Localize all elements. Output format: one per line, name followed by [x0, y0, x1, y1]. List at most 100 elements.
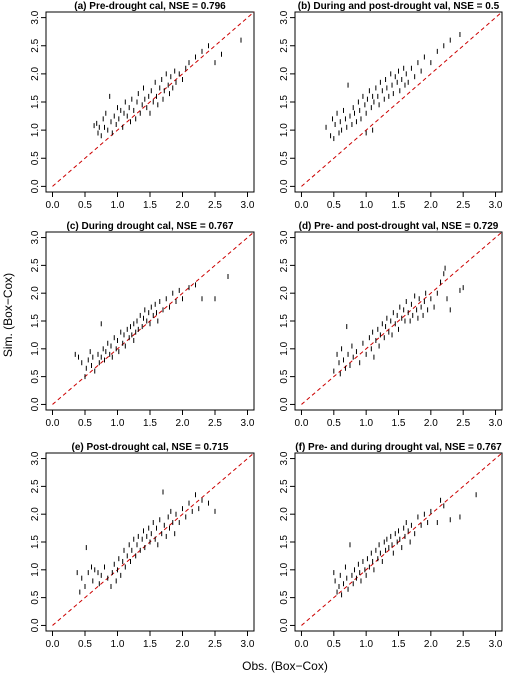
panel-c-title: (c) During drought cal, NSE = 0.767: [67, 221, 234, 232]
panel-a-x-tick-label: 0.5: [78, 200, 92, 211]
panel-c-y-tick-label: 3.0: [30, 230, 41, 244]
panel-a-y-tick-label: 1.0: [30, 123, 41, 137]
panel-f-y-tick-label: 3.0: [279, 451, 290, 465]
panel-f: (f) Pre- and during drought val, NSE = 0…: [279, 442, 503, 650]
panel-a-x-tick-label: 2.0: [176, 200, 190, 211]
panel-d-x-tick-label: 0.5: [327, 418, 341, 429]
panel-f-y-tick-label: 2.5: [279, 479, 290, 493]
panel-c-y-tick-label: 2.5: [30, 258, 41, 272]
panel-b-x-tick-label: 1.5: [392, 200, 406, 211]
panel-f-y-tick-label: 0.0: [279, 618, 290, 632]
panel-b-y-tick-label: 2.5: [279, 38, 290, 52]
panel-f-y-tick-label: 1.5: [279, 535, 290, 549]
panel-b-title: (b) During and post-drought val, NSE = 0…: [298, 1, 500, 12]
panel-f-x-tick-label: 1.5: [392, 639, 406, 650]
panel-a-y-tick-label: 0.5: [30, 151, 41, 165]
panel-e-y-tick-label: 2.5: [30, 479, 41, 493]
panel-b-y-tick-label: 1.0: [279, 123, 290, 137]
panel-e-x-tick-label: 0.0: [46, 639, 60, 650]
panel-d-x-tick-label: 1.0: [359, 418, 373, 429]
panel-a-y-tick-label: 1.5: [30, 95, 41, 109]
panel-e-y-tick-label: 0.0: [30, 618, 41, 632]
panel-d-y-tick-label: 1.0: [279, 341, 290, 355]
panel-d-y-tick-label: 0.0: [279, 397, 290, 411]
panel-e-y-tick-label: 1.5: [30, 535, 41, 549]
panel-e-x-tick-label: 2.0: [176, 639, 190, 650]
panel-b-x-tick-label: 3.0: [489, 200, 503, 211]
panel-c-one-to-one-line: [52, 231, 255, 405]
panel-c-y-tick-label: 0.0: [30, 397, 41, 411]
panel-b-x-tick-label: 0.5: [327, 200, 341, 211]
panel-d-x-tick-label: 2.0: [424, 418, 438, 429]
x-axis-title: Obs. (Box−Cox): [242, 659, 328, 673]
panel-d-one-to-one-line: [301, 231, 503, 405]
panel-c-x-tick-label: 1.0: [111, 418, 125, 429]
y-axis-title: Sim. (Box−Cox): [1, 273, 15, 357]
panel-a-x-tick-label: 0.0: [46, 200, 60, 211]
panel-d-y-tick-label: 1.5: [279, 314, 290, 328]
panel-b-y-tick-label: 0.0: [279, 179, 290, 193]
panels: (a) Pre-drought cal, NSE = 0.796 0.0 0.5 1.…: [30, 1, 503, 650]
panel-f-x-tick-label: 0.0: [295, 639, 309, 650]
panel-a: (a) Pre-drought cal, NSE = 0.796 0.0 0.5 1.…: [30, 1, 255, 211]
panel-e-y-tick-label: 2.0: [30, 507, 41, 521]
panel-e: (e) Post-drought cal, NSE = 0.715 0.0 0.5 1…: [30, 442, 255, 650]
panel-e-title: (e) Post-drought cal, NSE = 0.715: [72, 442, 229, 453]
panel-a-y-tick-label: 2.0: [30, 66, 41, 80]
panel-b-x-tick-label: 1.0: [359, 200, 373, 211]
panel-e-x-tick-label: 2.5: [208, 639, 222, 650]
panel-e-y-tick-label: 1.0: [30, 562, 41, 576]
panel-c: (c) During drought cal, NSE = 0.767 0.0 0.…: [30, 221, 255, 429]
panel-d-y-tick-label: 3.0: [279, 230, 290, 244]
panel-b: (b) During and post-drought val, NSE = 0…: [279, 1, 503, 211]
panel-a-one-to-one-line: [52, 11, 255, 187]
panel-b-x-tick-label: 0.0: [295, 200, 309, 211]
panel-e-x-tick-label: 1.5: [143, 639, 157, 650]
panel-f-y-tick-label: 1.0: [279, 562, 290, 576]
panel-c-x-tick-label: 2.0: [176, 418, 190, 429]
panel-d-y-tick-label: 2.5: [279, 258, 290, 272]
panel-b-y-tick-label: 0.5: [279, 151, 290, 165]
panel-d-title: (d) Pre- and post-drought val, NSE = 0.7…: [299, 221, 499, 232]
panel-f-x-tick-label: 2.0: [424, 639, 438, 650]
panel-f-title: (f) Pre- and during drought val, NSE = 0…: [295, 442, 502, 453]
panel-e-one-to-one-line: [52, 452, 255, 626]
panel-c-x-tick-label: 2.5: [208, 418, 222, 429]
panel-d: (d) Pre- and post-drought val, NSE = 0.7…: [279, 221, 503, 429]
panel-c-y-tick-label: 1.5: [30, 314, 41, 328]
panel-d-y-tick-label: 2.0: [279, 286, 290, 300]
panel-a-title: (a) Pre-drought cal, NSE = 0.796: [74, 1, 226, 12]
panel-f-x-tick-label: 2.5: [456, 639, 470, 650]
panel-c-x-tick-label: 3.0: [241, 418, 255, 429]
panel-a-x-tick-label: 1.5: [143, 200, 157, 211]
panel-f-x-tick-label: 1.0: [359, 639, 373, 650]
panel-f-one-to-one-line: [301, 452, 503, 626]
panel-b-y-tick-label: 1.5: [279, 95, 290, 109]
panel-e-y-tick-label: 0.5: [30, 590, 41, 604]
panel-c-y-tick-label: 2.0: [30, 286, 41, 300]
panel-b-x-tick-label: 2.0: [424, 200, 438, 211]
panel-a-x-tick-label: 2.5: [208, 200, 222, 211]
panel-e-x-tick-label: 0.5: [78, 639, 92, 650]
panel-c-x-tick-label: 1.5: [143, 418, 157, 429]
panel-c-x-tick-label: 0.5: [78, 418, 92, 429]
panel-d-x-tick-label: 1.5: [392, 418, 406, 429]
panel-b-one-to-one-line: [301, 11, 503, 187]
panel-f-x-tick-label: 3.0: [489, 639, 503, 650]
panel-a-y-tick-label: 3.0: [30, 10, 41, 24]
panel-a-y-tick-label: 2.5: [30, 38, 41, 52]
panel-c-y-tick-label: 0.5: [30, 369, 41, 383]
panel-c-y-tick-label: 1.0: [30, 341, 41, 355]
panel-e-x-tick-label: 3.0: [241, 639, 255, 650]
panel-a-y-tick-label: 0.0: [30, 179, 41, 193]
panel-b-y-tick-label: 3.0: [279, 10, 290, 24]
panel-d-x-tick-label: 2.5: [456, 418, 470, 429]
panel-d-y-tick-label: 0.5: [279, 369, 290, 383]
panel-a-x-tick-label: 3.0: [241, 200, 255, 211]
panel-d-x-tick-label: 3.0: [489, 418, 503, 429]
panel-b-y-tick-label: 2.0: [279, 66, 290, 80]
panel-c-x-tick-label: 0.0: [46, 418, 60, 429]
panel-a-x-tick-label: 1.0: [111, 200, 125, 211]
panel-e-y-tick-label: 3.0: [30, 451, 41, 465]
